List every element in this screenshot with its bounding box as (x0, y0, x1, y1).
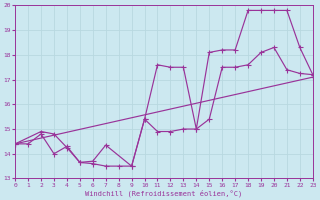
X-axis label: Windchill (Refroidissement éolien,°C): Windchill (Refroidissement éolien,°C) (85, 189, 243, 197)
